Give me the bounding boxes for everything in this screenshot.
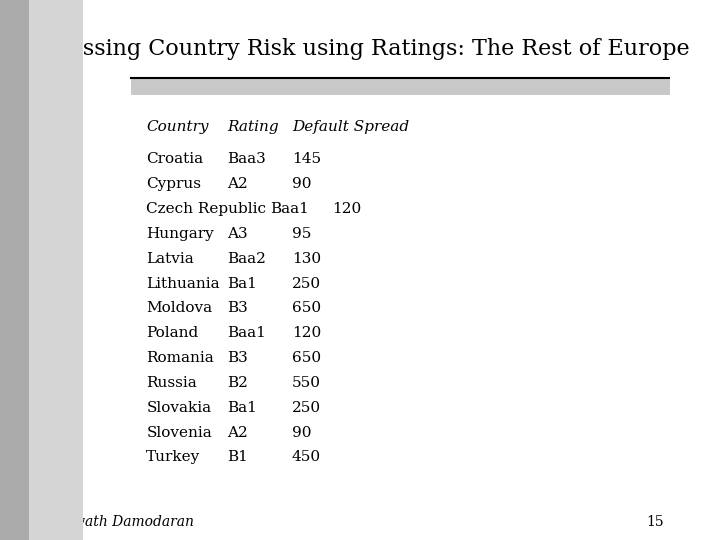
- Text: B1: B1: [227, 450, 248, 464]
- Text: B3: B3: [227, 301, 248, 315]
- Text: Default Spread: Default Spread: [292, 120, 409, 134]
- Text: 130: 130: [292, 252, 321, 266]
- Text: Aswath Damodaran: Aswath Damodaran: [56, 515, 194, 529]
- Text: 95: 95: [292, 227, 311, 241]
- Text: 250: 250: [292, 276, 321, 291]
- Text: 120: 120: [332, 202, 361, 216]
- Text: Country: Country: [146, 120, 209, 134]
- Text: A2: A2: [227, 426, 248, 440]
- Text: Croatia: Croatia: [146, 152, 204, 166]
- Text: B2: B2: [227, 376, 248, 390]
- Text: Latvia: Latvia: [146, 252, 194, 266]
- Text: 145: 145: [292, 152, 321, 166]
- Text: Russia: Russia: [146, 376, 197, 390]
- Text: Lithuania: Lithuania: [146, 276, 220, 291]
- Text: Baa1: Baa1: [270, 202, 309, 216]
- FancyBboxPatch shape: [131, 79, 670, 95]
- Text: 250: 250: [292, 401, 321, 415]
- Text: Moldova: Moldova: [146, 301, 212, 315]
- Text: A3: A3: [227, 227, 248, 241]
- Text: 15: 15: [646, 515, 664, 529]
- Text: Ba1: Ba1: [227, 276, 257, 291]
- Text: Slovenia: Slovenia: [146, 426, 212, 440]
- Text: Czech Republic: Czech Republic: [146, 202, 266, 216]
- Text: Baa1: Baa1: [227, 326, 266, 340]
- Text: Turkey: Turkey: [146, 450, 201, 464]
- Text: Romania: Romania: [146, 351, 214, 365]
- Text: Baa2: Baa2: [227, 252, 266, 266]
- Text: Assessing Country Risk using Ratings: The Rest of Europe: Assessing Country Risk using Ratings: Th…: [31, 38, 689, 59]
- Text: B3: B3: [227, 351, 248, 365]
- Text: Slovakia: Slovakia: [146, 401, 212, 415]
- Text: 90: 90: [292, 426, 311, 440]
- Text: Ba1: Ba1: [227, 401, 257, 415]
- Text: 90: 90: [292, 177, 311, 191]
- Text: 120: 120: [292, 326, 321, 340]
- Text: 550: 550: [292, 376, 321, 390]
- Text: Poland: Poland: [146, 326, 199, 340]
- Text: Cyprus: Cyprus: [146, 177, 202, 191]
- Text: Hungary: Hungary: [146, 227, 214, 241]
- Text: 450: 450: [292, 450, 321, 464]
- Text: Baa3: Baa3: [227, 152, 266, 166]
- Text: 650: 650: [292, 301, 321, 315]
- Text: A2: A2: [227, 177, 248, 191]
- Text: 650: 650: [292, 351, 321, 365]
- Text: Rating: Rating: [227, 120, 279, 134]
